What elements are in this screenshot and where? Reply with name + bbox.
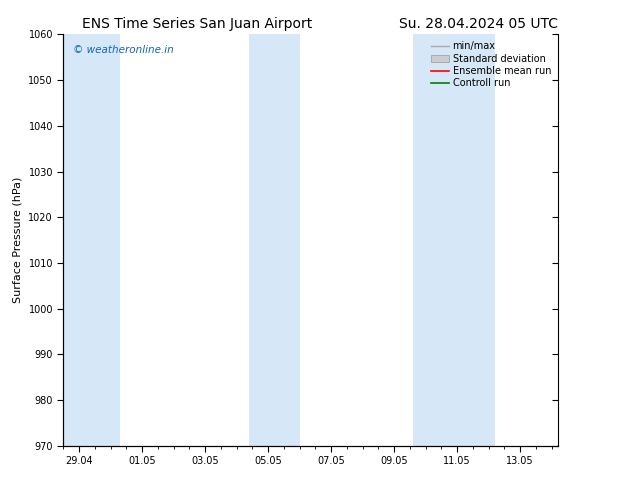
Legend: min/max, Standard deviation, Ensemble mean run, Controll run: min/max, Standard deviation, Ensemble me… (429, 39, 553, 90)
Text: ENS Time Series San Juan Airport: ENS Time Series San Juan Airport (82, 17, 313, 31)
Text: Su. 28.04.2024 05 UTC: Su. 28.04.2024 05 UTC (399, 17, 559, 31)
Text: © weatheronline.in: © weatheronline.in (74, 45, 174, 54)
Bar (249, 34, 300, 446)
Bar (63, 34, 120, 446)
Bar (413, 34, 495, 446)
Y-axis label: Surface Pressure (hPa): Surface Pressure (hPa) (13, 177, 23, 303)
